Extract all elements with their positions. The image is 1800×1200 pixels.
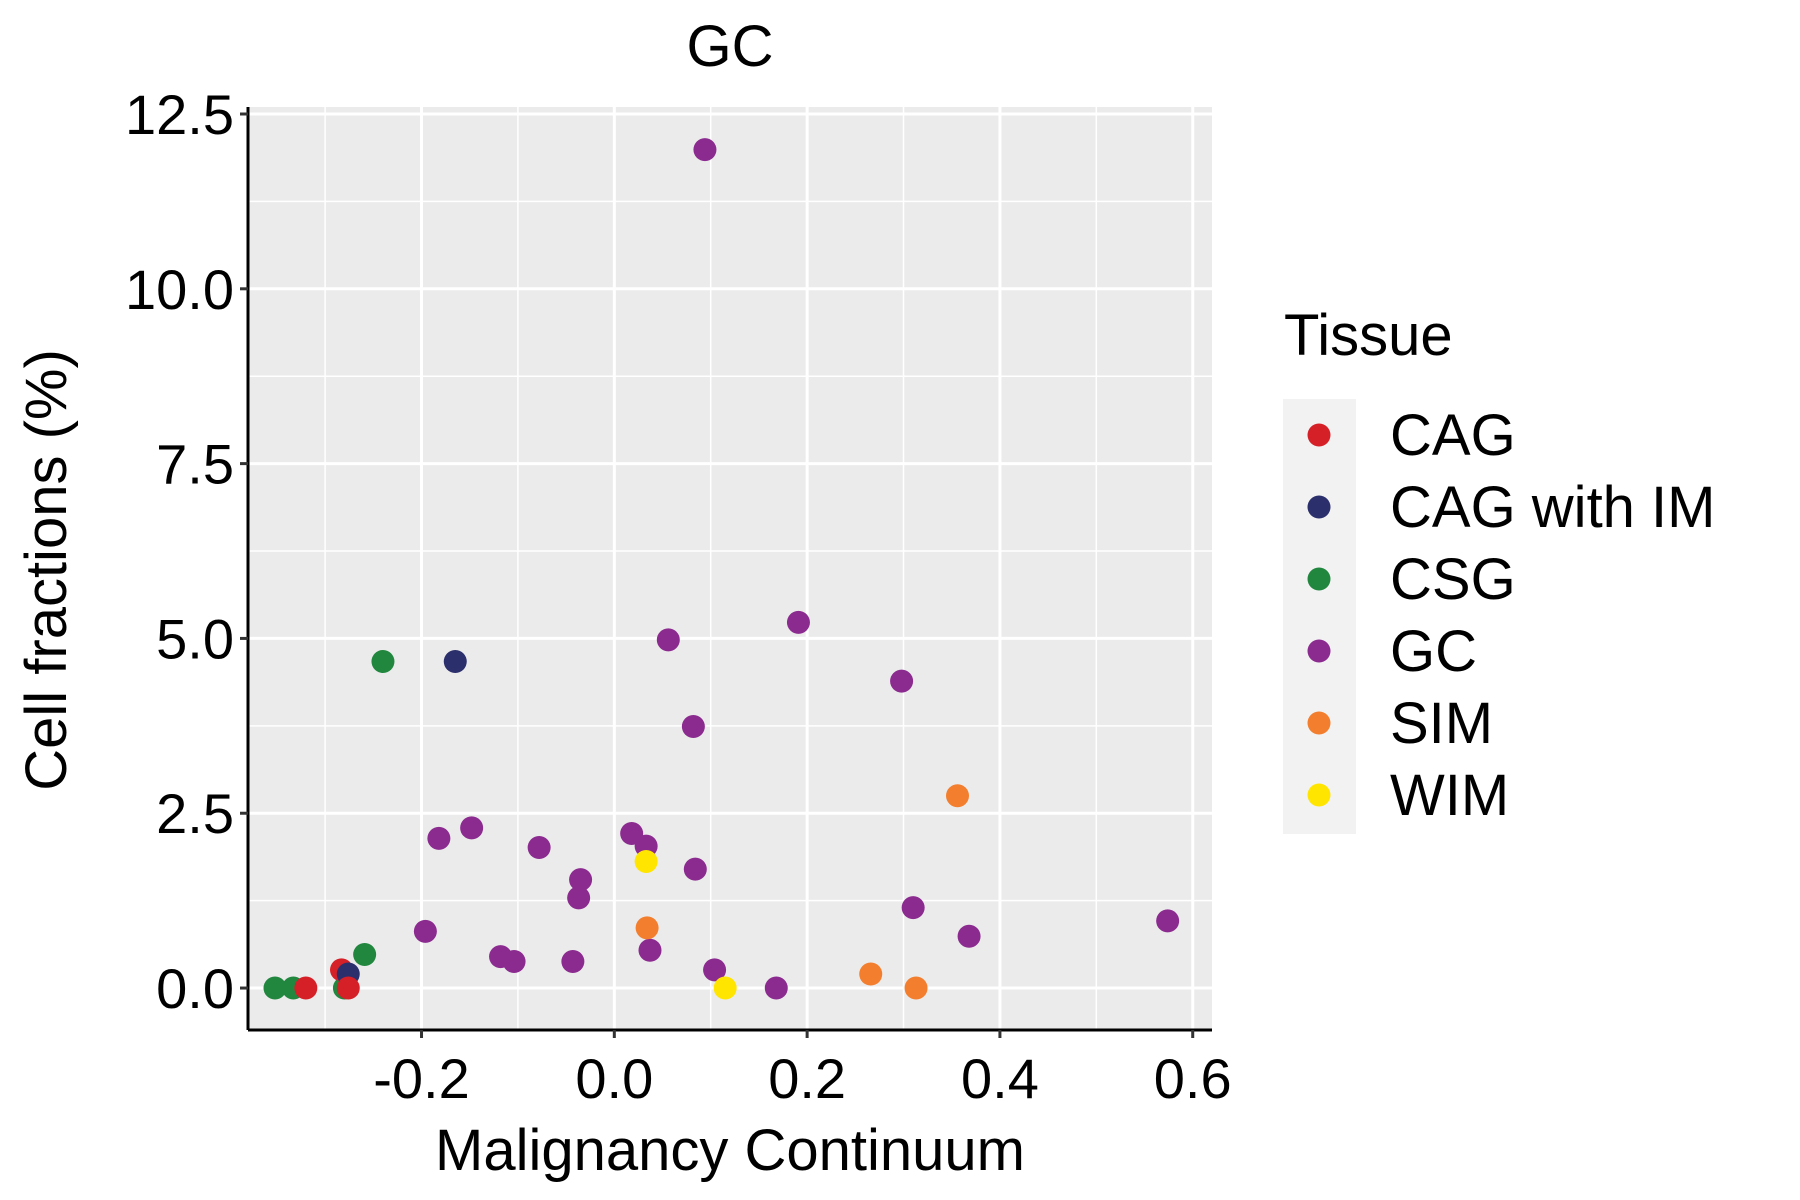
y-axis-ticks: 0.0 2.5 5.0 7.5 10.0 12.5 [125, 83, 248, 1020]
y-tick-label: 10.0 [125, 258, 234, 321]
data-point-gc [656, 628, 680, 652]
data-point-gc [890, 669, 914, 693]
legend-key-cag [1307, 423, 1331, 447]
data-point-sim [859, 962, 883, 986]
data-point-gc [502, 949, 526, 973]
data-point-sim [946, 784, 970, 808]
x-tick-label: 0.6 [1154, 1047, 1232, 1110]
data-point-sim [635, 916, 659, 940]
data-point-gc [460, 816, 484, 840]
data-point-csg [371, 649, 395, 673]
major-gridlines [248, 107, 1212, 1030]
plot-panel [248, 107, 1212, 1030]
legend-label: CSG [1390, 547, 1516, 612]
legend-label: CAG [1390, 403, 1516, 468]
panel-background [248, 107, 1212, 1030]
y-axis-label: Cell fractions (%) [14, 349, 79, 791]
legend: Tissue CAG CAG with IM CSG GC SIM WIM [1283, 303, 1716, 834]
legend-key-sim [1307, 711, 1331, 735]
data-points [263, 138, 1180, 1000]
legend-label: SIM [1390, 691, 1493, 756]
y-tick-label: 12.5 [125, 83, 234, 146]
data-point-csg [263, 976, 287, 1000]
x-tick-label: -0.2 [373, 1047, 470, 1110]
data-point-cag [336, 976, 360, 1000]
data-point-gc [561, 949, 585, 973]
data-point-wim [634, 849, 658, 873]
data-point-gc [693, 138, 717, 162]
data-point-cag [294, 976, 318, 1000]
data-point-gc [413, 919, 437, 943]
chart-title: GC [687, 14, 774, 79]
data-point-gc [683, 857, 707, 881]
legend-label: WIM [1390, 763, 1509, 828]
legend-label: CAG with IM [1390, 475, 1716, 540]
data-point-gc [703, 958, 727, 982]
x-axis-ticks: -0.2 0.0 0.2 0.4 0.6 [373, 1030, 1232, 1110]
x-tick-label: 0.2 [768, 1047, 846, 1110]
y-tick-label: 7.5 [156, 433, 234, 496]
minor-gridlines [248, 107, 1212, 1030]
data-point-gc [567, 886, 591, 910]
legend-key-wim [1307, 783, 1331, 807]
y-tick-label: 2.5 [156, 782, 234, 845]
x-tick-label: 0.0 [575, 1047, 653, 1110]
legend-key-gc [1307, 639, 1331, 663]
data-point-gc [527, 835, 551, 859]
legend-key-csg [1307, 567, 1331, 591]
data-point-gc [1156, 909, 1180, 933]
data-point-wim [713, 976, 737, 1000]
legend-label: GC [1390, 619, 1477, 684]
data-point-gc [957, 924, 981, 948]
data-point-csg [353, 942, 377, 966]
data-point-gc [569, 868, 593, 892]
x-tick-label: 0.4 [961, 1047, 1039, 1110]
data-point-gc [786, 610, 810, 634]
data-point-gc [681, 715, 705, 739]
legend-title: Tissue [1284, 303, 1453, 368]
data-point-gc [638, 938, 662, 962]
y-tick-label: 5.0 [156, 607, 234, 670]
data-point-gc [764, 976, 788, 1000]
data-point-gc [901, 896, 925, 920]
data-point-gc [427, 826, 451, 850]
legend-key-background [1283, 399, 1356, 834]
data-point-sim [904, 976, 928, 1000]
legend-key-cag-with-im [1307, 495, 1331, 519]
data-point-cag-with-im [443, 649, 467, 673]
x-axis-label: Malignancy Continuum [435, 1118, 1025, 1183]
y-tick-label: 0.0 [156, 957, 234, 1020]
